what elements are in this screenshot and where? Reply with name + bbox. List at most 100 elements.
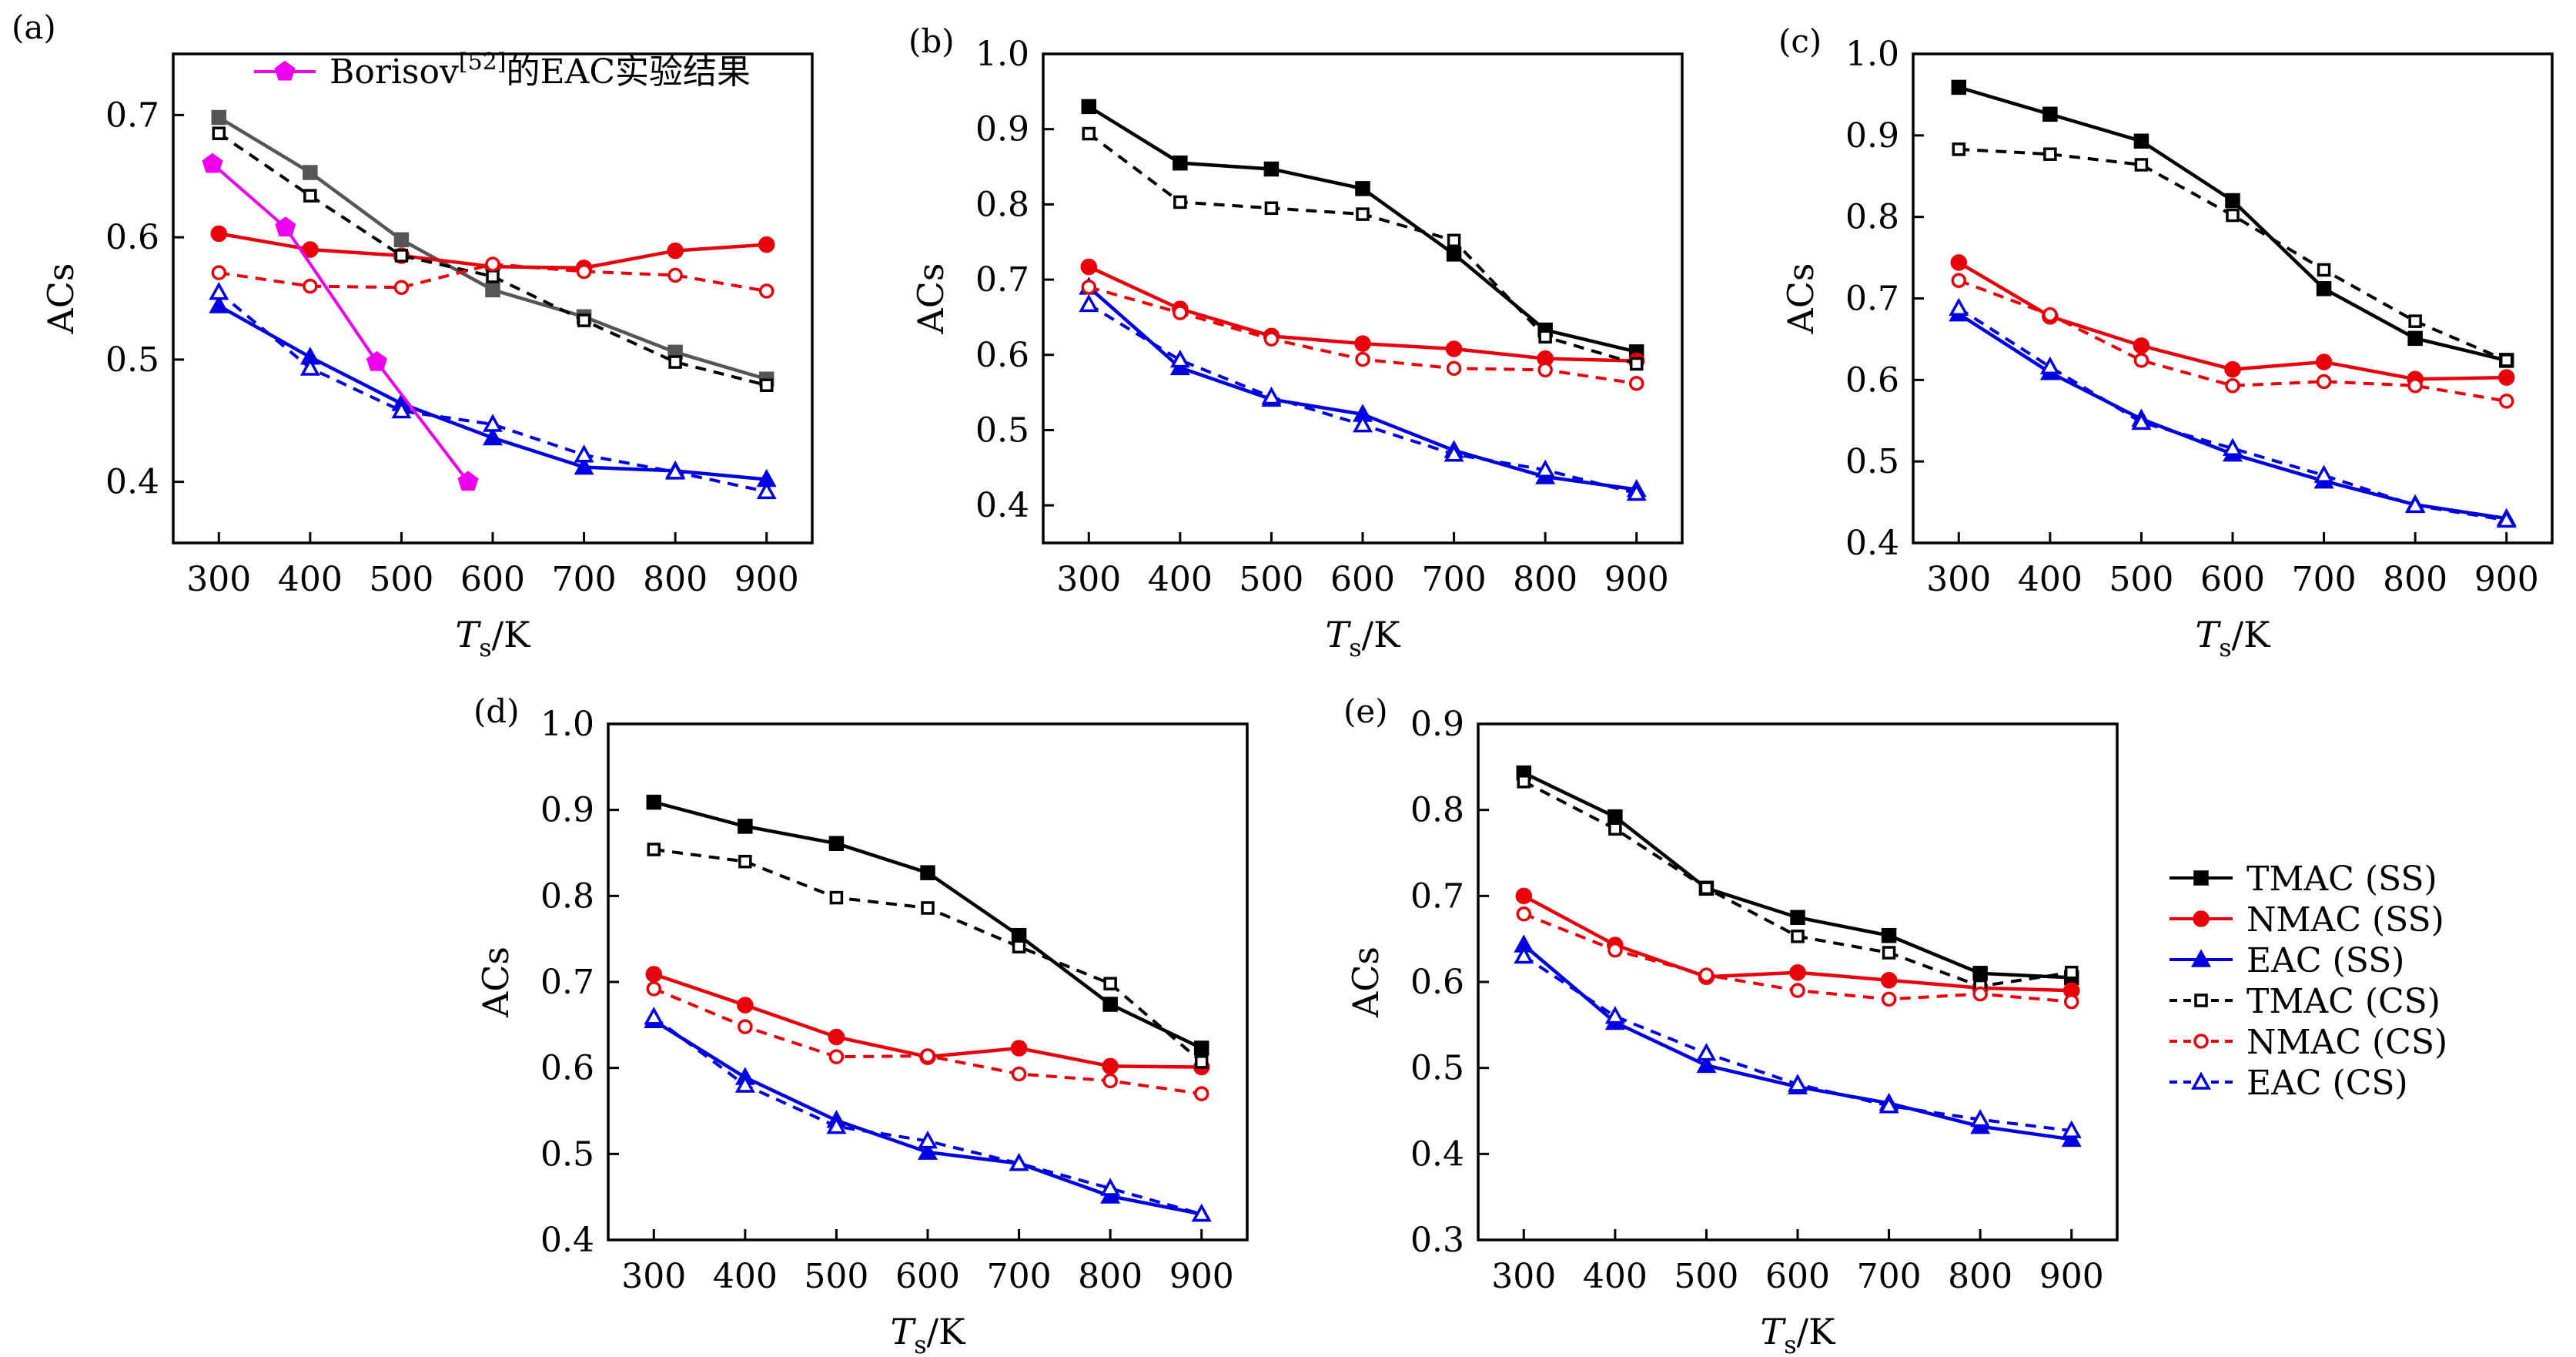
y-axis-label: ACs [910, 263, 952, 334]
data-point [918, 1130, 938, 1149]
data-point [2499, 353, 2514, 367]
data-point [644, 1007, 664, 1025]
legend-label: NMAC (CS) [2246, 1023, 2447, 1062]
data-point [211, 109, 227, 126]
legend-item-eac-cs: EAC (CS) [2170, 1064, 2408, 1103]
data-point [920, 1048, 935, 1064]
series-nmac-cs [1951, 273, 2514, 409]
x-tick-label: 500 [804, 1257, 868, 1296]
data-point [1952, 142, 1966, 156]
series-line [218, 304, 767, 481]
data-point [738, 1019, 753, 1034]
data-point [1514, 945, 1534, 964]
data-point [734, 1074, 755, 1093]
data-point [738, 854, 752, 869]
y-axis-label: ACs [1780, 263, 1822, 334]
data-point [2226, 208, 2240, 223]
x-tick-label: 600 [895, 1257, 960, 1296]
series-line [211, 163, 470, 483]
data-point [737, 997, 754, 1014]
data-point [1102, 1057, 1119, 1075]
x-axis-label: Ts/K [891, 1311, 967, 1357]
series-tmac-ss [211, 109, 774, 387]
data-point [485, 256, 500, 272]
data-point [759, 378, 774, 392]
panel-c: 300 400 500 600 700 800 900 0.4 0.5 0.6 0.7 0.8 0.9 1… [1778, 22, 2554, 662]
data-point [667, 242, 684, 260]
data-point [209, 281, 229, 300]
data-point [1173, 195, 1187, 209]
series-tmac-ss [1081, 99, 1644, 360]
data-point [1353, 414, 1373, 433]
plot-frame [1042, 52, 1684, 544]
data-point [1079, 293, 1099, 313]
series-eac-cs [1949, 297, 2517, 528]
data-point [1699, 881, 1714, 896]
data-point [647, 843, 661, 856]
legend-marker [2193, 870, 2209, 886]
data-point [2316, 281, 2332, 297]
series-tmac-ss [1951, 79, 2514, 368]
data-point [1263, 161, 1280, 177]
x-tick-label: 400 [713, 1257, 778, 1296]
data-point [1010, 1040, 1028, 1057]
panel-a: 300 400 500 600 700 800 900 0.4 0.5 0.6 0.7 (a) Ts/K… [12, 8, 814, 662]
data-point [457, 471, 479, 491]
y-tick-label: 0.5 [975, 410, 1029, 450]
data-point [829, 890, 844, 905]
data-point [485, 282, 500, 298]
data-point [391, 400, 412, 419]
y-axis-label: ACs [475, 947, 517, 1018]
data-point [2133, 353, 2149, 368]
legend-label: EAC (CS) [2246, 1064, 2408, 1103]
series-line [1523, 954, 2072, 1133]
data-point [366, 350, 387, 371]
x-tick-label: 300 [1926, 560, 1991, 599]
data-point [202, 152, 223, 173]
data-point [486, 270, 500, 283]
data-point [645, 966, 663, 983]
data-point [1950, 254, 1968, 271]
legend-label: EAC (SS) [2246, 941, 2404, 980]
x-tick-label: 300 [621, 1257, 686, 1296]
x-tick-label: 700 [1422, 560, 1487, 599]
x-axis-label: Ts/K [2196, 614, 2272, 662]
x-tick-label: 800 [1513, 560, 1577, 599]
x-axis-label: Ts/K [1761, 1311, 1837, 1357]
y-tick-label: 0.5 [1845, 442, 1899, 481]
data-point [1535, 459, 1556, 477]
data-point [275, 216, 296, 236]
data-point [483, 427, 503, 446]
data-point [2313, 464, 2334, 483]
x-tick-label: 900 [734, 560, 799, 599]
panel-e: 300 400 500 600 700 800 900 0.3 0.4 0.5 0.6 0.7 0.8 0… [1343, 692, 2119, 1357]
series-eac-cs [1514, 945, 2082, 1138]
y-tick-label: 0.4 [1410, 1134, 1464, 1174]
data-point [756, 481, 777, 500]
legend-marker [2194, 993, 2208, 1007]
data-point [1878, 1095, 1899, 1114]
x-tick-label: 600 [1765, 1257, 1830, 1296]
series-nmac-cs [1081, 280, 1644, 391]
y-tick-label: 0.4 [540, 1221, 594, 1260]
x-tick-label: 400 [1583, 1257, 1648, 1296]
data-point [2316, 374, 2332, 390]
y-tick-label: 0.7 [540, 963, 594, 1002]
y-tick-label: 0.6 [975, 336, 1029, 375]
series-line [1959, 147, 2507, 362]
series-nmac-ss [1950, 254, 2515, 388]
legend-item-tmac-cs: TMAC (CS) [2170, 982, 2441, 1021]
series-line [1088, 132, 1638, 366]
data-point [1538, 330, 1552, 344]
y-tick-label: 0.9 [1845, 116, 1899, 156]
x-tick-label: 400 [2018, 560, 2083, 599]
y-tick-label: 0.7 [1410, 876, 1464, 916]
series-line [654, 848, 1203, 1064]
data-point [1263, 331, 1280, 347]
data-point [576, 263, 592, 280]
x-tick-label: 600 [1330, 560, 1395, 599]
series-tmac-cs [1517, 775, 2079, 993]
data-point [1261, 386, 1282, 405]
series-tmac-cs [1082, 126, 1644, 371]
